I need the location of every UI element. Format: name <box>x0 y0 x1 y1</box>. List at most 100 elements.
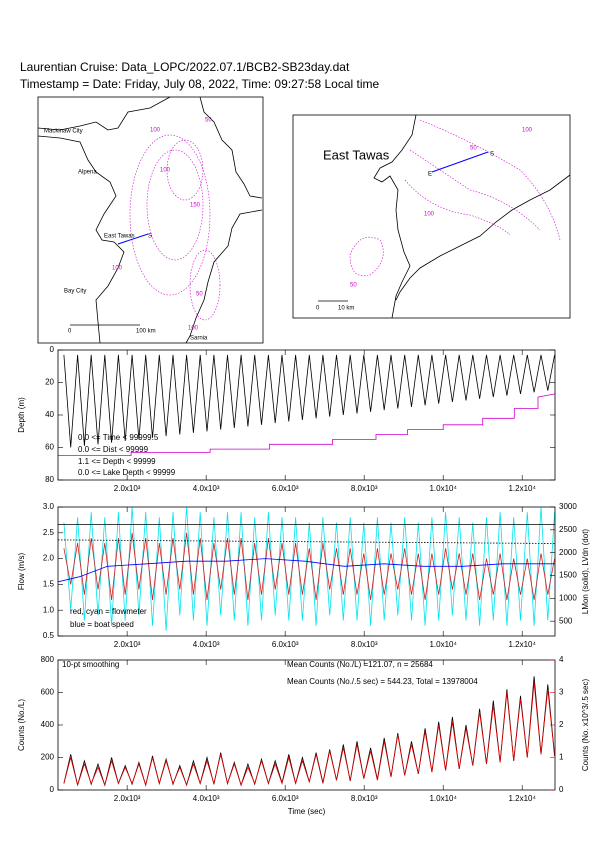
x-tick-label: 2.0x10³ <box>114 794 141 803</box>
y2-tick-label: 0 <box>559 785 564 794</box>
y2-tick-label: 2000 <box>559 548 577 557</box>
y2-tick-label: 4 <box>559 655 564 664</box>
data-line <box>58 393 555 456</box>
plot-panel: 2.0x10³ 4.0x10³ 6.0x10³ 8.0x10³ 1.0x10⁴ 1.2x1… <box>17 502 590 649</box>
station-label: S <box>148 234 152 240</box>
y2-tick-label: 2500 <box>559 525 577 534</box>
plot-panel: 2.0x10³ 4.0x10³ 6.0x10³ 8.0x10³ 1.0x10⁴ 1.2x1… <box>17 345 556 493</box>
page-subtitle: Timestamp = Date: Friday, July 08, 2022,… <box>20 77 379 91</box>
contour-label: 50 <box>196 292 203 298</box>
x-tick-label: 1.2x10⁴ <box>508 484 536 493</box>
contour-label: 50 <box>350 283 357 289</box>
x-tick-label: 4.0x10³ <box>193 484 220 493</box>
coastline <box>373 114 571 319</box>
depth-contour <box>419 119 561 241</box>
depth-contour <box>409 149 541 231</box>
x-tick-label: 4.0x10³ <box>193 794 220 803</box>
place-label: East Tawas <box>104 234 135 240</box>
annotation: Mean Counts (No./.5 sec) = 544.23, Total… <box>287 677 478 686</box>
y-tick-label: 2.5 <box>43 528 55 537</box>
contour-label: 150 <box>190 203 201 209</box>
depth-contour <box>349 236 384 277</box>
x-tick-label: 8.0x10³ <box>351 794 378 803</box>
plot-panel: 2.0x10³ 4.0x10³ 6.0x10³ 8.0x10³ 1.0x10⁴ 1.2x1… <box>17 655 590 816</box>
depth-contour <box>404 179 511 236</box>
x-tick-label: 8.0x10³ <box>351 484 378 493</box>
station-label: S <box>490 152 494 158</box>
y-axis-label: Depth (m) <box>17 397 26 433</box>
annotation: 1.1 <= Depth < 99999 <box>78 457 156 466</box>
place-label: Alpena <box>78 170 97 176</box>
contour-label: 50 <box>205 118 212 124</box>
data-line <box>63 354 555 448</box>
data-line <box>58 558 555 583</box>
depth-contour <box>189 249 221 321</box>
contour-label: 100 <box>150 128 161 134</box>
y-tick-label: 1.5 <box>43 580 55 589</box>
data-line <box>63 682 555 787</box>
x-axis-label: Time (sec) <box>288 807 326 816</box>
place-label: East Tawas <box>323 147 390 162</box>
y-tick-label: 1.0 <box>43 605 55 614</box>
place-label: Mackinaw City <box>44 129 83 135</box>
annotation: blue = boat speed <box>70 620 134 629</box>
y-axis-label: Flow (m/s) <box>17 553 26 591</box>
y2-axis-label: LMon (solid), LVdn (dot) <box>581 529 590 615</box>
annotation: 0.0 <= Dist < 99999 <box>78 445 149 454</box>
x-tick-label: 8.0x10³ <box>351 640 378 649</box>
transect <box>117 233 149 245</box>
scale-label: 100 km <box>136 329 156 335</box>
depth-contour <box>166 139 204 201</box>
y-tick-label: 2.0 <box>43 554 55 563</box>
y-tick-label: 0.5 <box>43 631 55 640</box>
y-tick-label: 60 <box>45 443 54 452</box>
y2-tick-label: 1 <box>559 753 564 762</box>
y-tick-label: 400 <box>41 720 55 729</box>
contour-label: 100 <box>160 168 171 174</box>
detail-map: East Tawas S E 0 10 km 100 50 100 50 <box>292 114 571 319</box>
coastline <box>37 96 263 344</box>
annotation: 0.0 <= Lake Depth < 99999 <box>78 468 176 477</box>
depth-contour <box>129 134 211 296</box>
x-tick-label: 1.0x10⁴ <box>429 640 457 649</box>
y-tick-label: 200 <box>41 753 55 762</box>
map-frame <box>37 96 264 344</box>
y-tick-label: 800 <box>41 655 55 664</box>
scale-label: 10 km <box>338 306 354 312</box>
page-title: Laurentian Cruise: Data_LOPC/2022.07.1/B… <box>20 60 350 74</box>
x-tick-label: 6.0x10³ <box>272 640 299 649</box>
plot-frame <box>57 506 556 637</box>
y-tick-label: 0 <box>50 345 55 354</box>
y2-tick-label: 1500 <box>559 571 577 580</box>
contour-label: 50 <box>470 146 477 152</box>
x-tick-label: 4.0x10³ <box>193 640 220 649</box>
y2-tick-label: 3 <box>559 688 564 697</box>
station-label: E <box>428 172 432 178</box>
x-tick-label: 1.2x10⁴ <box>508 640 536 649</box>
depth-contour <box>146 149 204 261</box>
y-tick-label: 40 <box>45 410 54 419</box>
place-label: Sarnia <box>190 336 208 342</box>
data-line <box>63 532 555 600</box>
y2-tick-label: 3000 <box>559 502 577 511</box>
place-label: Bay City <box>64 289 86 295</box>
scale-label: 0 <box>68 329 72 335</box>
y2-tick-label: 2 <box>559 720 564 729</box>
overview-map: Mackinaw City Alpena East Tawas Bay City… <box>37 96 264 344</box>
contour-label: 100 <box>522 128 533 134</box>
map-frame <box>292 114 571 319</box>
annotation: 0.0 <= Time < 99999.5 <box>78 433 159 442</box>
transect <box>431 151 489 173</box>
contour-label: 100 <box>188 326 199 332</box>
y2-axis-label: Counts (No. x10^3/.5 sec) <box>581 679 590 772</box>
data-line <box>63 507 555 631</box>
annotation: Mean Counts (No./L) =121.07, n = 25684 <box>287 660 433 669</box>
contour-label: 100 <box>424 212 435 218</box>
x-tick-label: 6.0x10³ <box>272 794 299 803</box>
data-line <box>58 539 555 544</box>
y2-tick-label: 500 <box>559 616 573 625</box>
y-tick-label: 600 <box>41 688 55 697</box>
x-tick-label: 1.0x10⁴ <box>429 484 457 493</box>
